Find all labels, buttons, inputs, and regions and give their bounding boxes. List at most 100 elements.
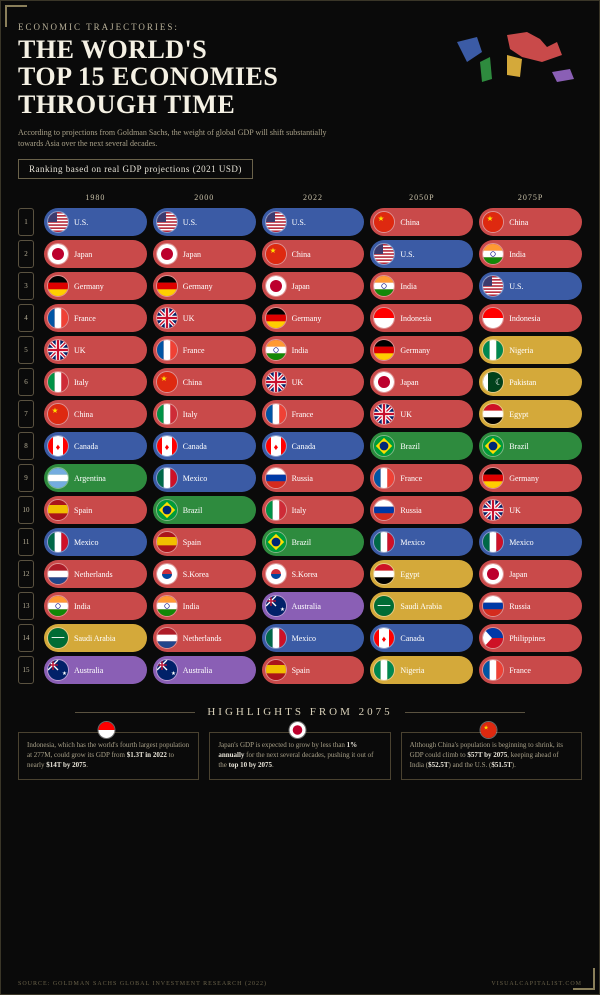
rank-number: 2 <box>18 240 34 268</box>
mexico-flag-icon <box>265 627 287 649</box>
year-column: U.S.JapanGermanyUKFrance★ChinaItaly♦Cana… <box>153 208 256 684</box>
country-pill: Germany <box>153 272 256 300</box>
brazil-flag-icon <box>156 499 178 521</box>
country-label: China <box>400 218 419 227</box>
country-label: Nigeria <box>400 666 424 675</box>
japan-flag-icon <box>288 721 306 739</box>
svg-text:☾: ☾ <box>495 377 503 387</box>
country-label: Australia <box>292 602 321 611</box>
country-label: India <box>400 282 416 291</box>
russia-flag-icon <box>373 499 395 521</box>
uk-flag-icon <box>482 499 504 521</box>
brand-text: VISUALCAPITALIST.COM <box>491 981 582 987</box>
uk-flag-icon <box>156 307 178 329</box>
rank-number: 10 <box>18 496 34 524</box>
rank-number: 3 <box>18 272 34 300</box>
country-label: Argentina <box>74 474 106 483</box>
country-pill: Russia <box>262 464 365 492</box>
country-pill: S.Korea <box>262 560 365 588</box>
netherlands-flag-icon <box>156 627 178 649</box>
country-pill: ♦Canada <box>370 624 473 652</box>
country-pill: Brazil <box>153 496 256 524</box>
country-label: Germany <box>292 314 322 323</box>
country-label: U.S. <box>74 218 88 227</box>
country-pill: India <box>44 592 147 620</box>
country-pill: U.S. <box>153 208 256 236</box>
nigeria-flag-icon <box>482 339 504 361</box>
us-flag-icon <box>47 211 69 233</box>
svg-text:★: ★ <box>378 216 385 224</box>
country-pill: Indonesia <box>370 304 473 332</box>
highlight-card: ★Although China's population is beginnin… <box>401 732 582 779</box>
country-label: Mexico <box>509 538 533 547</box>
rank-number: 9 <box>18 464 34 492</box>
spain-flag-icon <box>265 659 287 681</box>
country-pill: France <box>153 336 256 364</box>
country-label: France <box>292 410 314 419</box>
country-pill: U.S. <box>262 208 365 236</box>
country-pill: ★Australia <box>153 656 256 684</box>
country-pill: Italy <box>44 368 147 396</box>
footer: SOURCE: GOLDMAN SACHS GLOBAL INVESTMENT … <box>18 981 582 987</box>
year-column: U.S.JapanGermanyFranceUKItaly★China♦Cana… <box>44 208 147 684</box>
germany-flag-icon <box>482 467 504 489</box>
country-pill: Netherlands <box>153 624 256 652</box>
france-flag-icon <box>265 403 287 425</box>
country-label: Spain <box>183 538 201 547</box>
country-label: Italy <box>74 378 89 387</box>
country-label: Italy <box>183 410 198 419</box>
country-pill: Russia <box>370 496 473 524</box>
country-pill: Indonesia <box>479 304 582 332</box>
country-pill: Spain <box>153 528 256 556</box>
source-text: SOURCE: GOLDMAN SACHS GLOBAL INVESTMENT … <box>18 981 267 987</box>
country-label: Mexico <box>400 538 424 547</box>
country-label: Saudi Arabia <box>74 634 116 643</box>
country-pill: Nigeria <box>370 656 473 684</box>
country-pill: Russia <box>479 592 582 620</box>
india-flag-icon <box>373 275 395 297</box>
canada-flag-icon: ♦ <box>47 435 69 457</box>
country-label: Mexico <box>292 634 316 643</box>
rank-number: 14 <box>18 624 34 652</box>
country-pill: ★ China <box>370 208 473 236</box>
country-pill: ★China <box>262 240 365 268</box>
germany-flag-icon <box>47 275 69 297</box>
skorea-flag-icon <box>265 563 287 585</box>
argentina-flag-icon <box>47 467 69 489</box>
country-label: UK <box>509 506 521 515</box>
mexico-flag-icon <box>156 467 178 489</box>
country-label: S.Korea <box>183 570 209 579</box>
country-pill: Spain <box>262 656 365 684</box>
china-flag-icon: ★ <box>482 211 504 233</box>
rank-number: 15 <box>18 656 34 684</box>
germany-flag-icon <box>373 339 395 361</box>
country-pill: Mexico <box>44 528 147 556</box>
country-pill: Egypt <box>370 560 473 588</box>
country-pill: India <box>370 272 473 300</box>
country-pill: UK <box>153 304 256 332</box>
country-label: Germany <box>509 474 539 483</box>
subtitle-box: Ranking based on real GDP projections (2… <box>18 159 253 179</box>
highlight-text: Japan's GDP is expected to grow by less … <box>218 741 381 770</box>
year-header: 2075P <box>479 193 582 208</box>
country-pill: U.S. <box>44 208 147 236</box>
country-pill: ★China <box>153 368 256 396</box>
country-pill: Argentina <box>44 464 147 492</box>
world-map-icon <box>452 22 582 92</box>
country-label: UK <box>74 346 86 355</box>
brazil-flag-icon <box>373 435 395 457</box>
country-label: U.S. <box>509 282 523 291</box>
rank-number: 13 <box>18 592 34 620</box>
country-label: India <box>509 250 525 259</box>
country-pill: France <box>44 304 147 332</box>
country-pill: UK <box>479 496 582 524</box>
country-label: Canada <box>74 442 98 451</box>
country-pill: Mexico <box>262 624 365 652</box>
year-header: 2000 <box>153 193 256 208</box>
rank-number: 1 <box>18 208 34 236</box>
china-flag-icon: ★ <box>480 721 498 739</box>
country-pill: Egypt <box>479 400 582 428</box>
country-label: UK <box>292 378 304 387</box>
rank-number: 11 <box>18 528 34 556</box>
country-label: Germany <box>400 346 430 355</box>
